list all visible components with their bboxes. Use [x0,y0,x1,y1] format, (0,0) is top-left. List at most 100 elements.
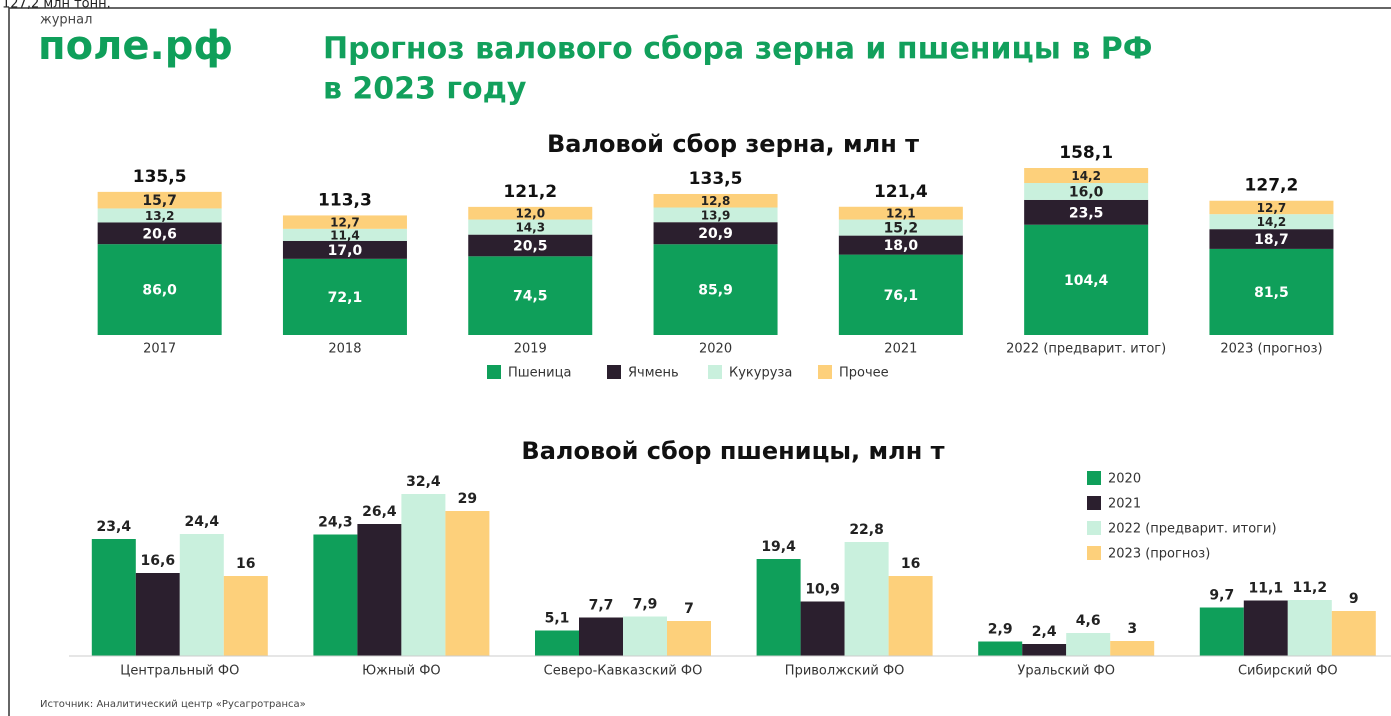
data-label: 24,3 [318,515,353,531]
chart-title: Валовой сбор зерна, млн т [547,130,919,158]
data-label: 15,2 [884,221,919,237]
bar [313,534,358,656]
legend-label: Прочее [839,366,889,381]
data-label: 7,9 [633,597,658,613]
data-label: 17,0 [328,243,363,259]
data-label: 85,9 [698,283,733,299]
bar [667,621,711,656]
bar-segment [653,193,778,208]
bar-segment [1024,182,1149,200]
legend-swatch [487,365,501,379]
data-label: 72,1 [328,290,363,306]
x-tick-label: Южный ФО [362,664,441,679]
legend-swatch [1087,546,1101,560]
legend-swatch [1087,496,1101,510]
bar-segment [97,222,222,245]
kicker: журнал [40,13,92,28]
bar-segment [97,191,222,209]
bar [223,576,268,656]
data-label: 15,7 [142,193,177,209]
bar-segment [282,228,407,241]
data-label: 16 [901,556,920,572]
data-label: 2,4 [1032,624,1057,640]
bar-segment [653,244,778,335]
data-label: 11,4 [330,228,360,242]
data-label: 74,5 [513,289,548,305]
data-label: 12,1 [886,207,916,221]
data-label: 32,4 [406,474,441,490]
x-tick-label: Северо-Кавказский ФО [544,664,703,679]
data-label: 9 [1349,591,1359,607]
total-label: 133,5 [689,169,743,189]
data-label: 12,8 [701,194,731,208]
bar-segment [653,207,778,223]
data-label: 22,8 [849,522,884,538]
bar [579,617,623,656]
data-label: 2,9 [988,622,1013,638]
page-title: в 2023 году [323,72,527,107]
bar [1287,600,1332,656]
bar-segment [1209,200,1334,215]
x-tick-label: Центральный ФО [120,664,239,679]
data-label: 14,2 [1071,169,1101,183]
bar [1110,641,1155,656]
x-tick-label: 2018 [328,342,361,357]
bar-segment [838,235,963,255]
bar [756,559,801,656]
bar [357,524,402,656]
bar-segment [97,244,222,335]
data-label: 20,6 [142,226,177,242]
data-label: 23,4 [97,519,132,535]
bar [1022,644,1067,656]
total-label: 113,3 [318,190,372,210]
x-tick-label: 2020 [699,342,732,357]
bar [535,630,579,656]
bar-segment [468,234,593,257]
bar-segment [1209,248,1334,335]
data-label: 24,4 [185,514,220,530]
legend-label: Ячмень [628,366,679,381]
bar-segment [468,206,593,220]
total-label: 127,2 [1245,176,1299,196]
data-label: 18,7 [1254,232,1289,248]
legend-swatch [818,365,832,379]
data-label: 18,0 [884,238,919,254]
page-title: Прогноз валового сбора зерна и пшеницы в… [323,32,1153,67]
data-label: 11,1 [1249,581,1284,597]
data-label: 14,3 [515,221,545,235]
x-tick-label: 2017 [143,342,176,357]
data-label: 20,5 [513,238,548,254]
data-label: 9,7 [1209,588,1234,604]
bar [1066,633,1111,656]
data-label: 26,4 [362,504,397,520]
bar-segment [838,219,963,236]
x-tick-label: Уральский ФО [1017,664,1115,679]
total-label: 135,5 [133,167,187,187]
data-label: 14,2 [1257,215,1287,229]
data-label: 7,7 [589,598,614,614]
legend-swatch [1087,471,1101,485]
bar [401,494,446,656]
bar [1331,611,1376,656]
data-label: 81,5 [1254,285,1289,301]
data-label: 16 [236,556,255,572]
data-label: 10,9 [805,582,840,598]
total-label: 121,2 [503,182,557,202]
data-label: 3 [1127,621,1137,637]
data-label: 86,0 [142,283,177,299]
data-label: 4,6 [1076,613,1101,629]
data-label: 16,6 [141,553,176,569]
legend-swatch [708,365,722,379]
legend-label: 2023 (прогноз) [1108,547,1210,562]
caption-fragment: 127,2 млн тонн. [2,0,111,12]
bar [135,573,180,656]
bar [1199,607,1244,656]
data-label: 29 [458,491,477,507]
data-label: 20,9 [698,226,733,242]
bar-segment [282,215,407,229]
bar [445,511,490,656]
bar-segment [838,206,963,220]
legend-label: 2022 (предварит. итоги) [1108,522,1277,537]
bar-segment [282,258,407,335]
source: Источник: Аналитический центр «Русагротр… [40,699,306,710]
